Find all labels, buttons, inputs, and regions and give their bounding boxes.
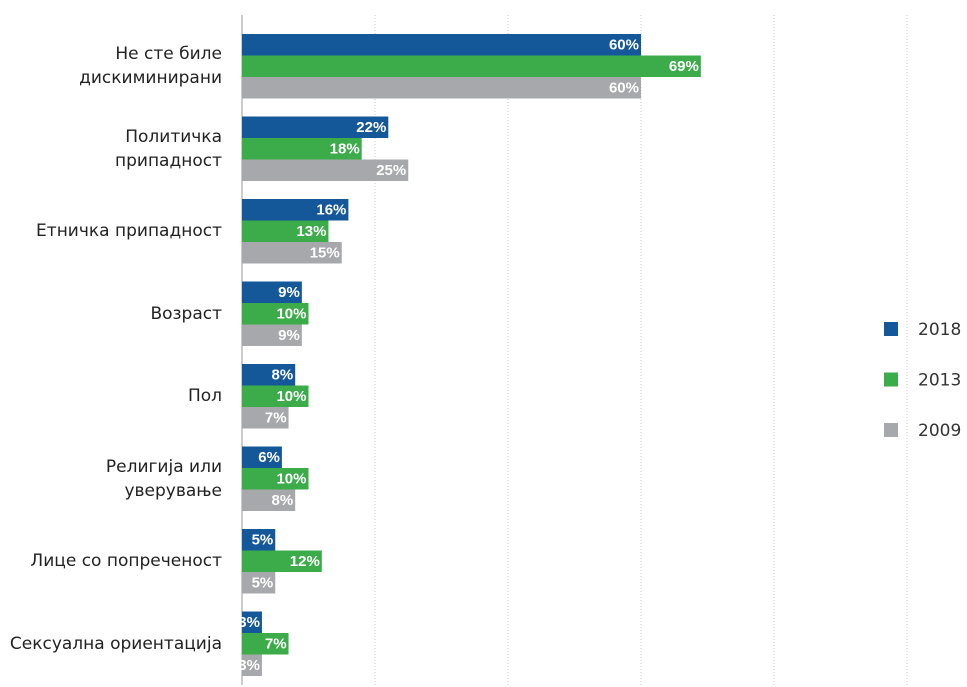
value-label: 10% (276, 306, 306, 323)
value-label: 60% (609, 37, 639, 54)
legend-swatch (884, 372, 898, 387)
bar (242, 159, 409, 181)
bar (242, 364, 296, 386)
value-label: 12% (290, 553, 320, 570)
legend-label: 2009 (918, 421, 961, 441)
value-label: 18% (330, 141, 360, 158)
bar (242, 220, 329, 242)
value-label: 9% (278, 284, 300, 301)
value-label: 10% (276, 471, 306, 488)
category-label: Етничка припадност (36, 221, 222, 242)
bar (242, 34, 641, 56)
bar (242, 324, 302, 346)
bar (242, 242, 342, 264)
value-label: 7% (265, 410, 287, 427)
value-label: 5% (252, 575, 274, 592)
bar (242, 468, 309, 490)
bar (242, 199, 349, 221)
legend-swatch (884, 322, 898, 336)
category-label: Лице со попреченост (30, 551, 222, 572)
bar (242, 116, 389, 138)
bar (242, 303, 309, 325)
category-label: Не сте биле дискиминирани (79, 44, 222, 89)
value-label: 6% (258, 449, 280, 466)
value-label: 8% (272, 367, 294, 384)
category-label: Сексуална ориентација (9, 633, 222, 654)
value-label: 69% (669, 58, 699, 75)
bar (242, 611, 262, 633)
category-label: Политичка припадност (114, 126, 222, 171)
bar (242, 281, 302, 303)
bar (242, 446, 282, 468)
legend-swatch (884, 423, 898, 437)
bar (242, 77, 641, 99)
bar (242, 654, 262, 676)
value-label: 60% (609, 80, 639, 97)
legend-label: 2018 (918, 320, 961, 340)
value-label: 8% (272, 492, 294, 509)
bar (242, 572, 276, 594)
value-label: 13% (296, 223, 326, 240)
category-label: Пол (187, 386, 222, 407)
bar (242, 55, 701, 77)
category-label: Возраст (150, 303, 222, 324)
value-label: 10% (276, 388, 306, 405)
value-label: 9% (278, 327, 300, 344)
bar (242, 529, 276, 551)
value-label: 25% (376, 162, 406, 179)
value-label: 5% (252, 532, 274, 549)
bar (242, 407, 289, 429)
value-label: 7% (265, 636, 287, 653)
legend-label: 2013 (918, 371, 961, 391)
value-label: 16% (316, 202, 346, 219)
value-label: 3% (238, 614, 260, 631)
value-label: 3% (238, 657, 260, 674)
bar (242, 550, 322, 572)
value-label: 15% (310, 245, 340, 262)
value-label: 22% (356, 119, 386, 136)
bar (242, 138, 362, 160)
bar (242, 385, 309, 407)
category-label: Религија или уверување (105, 456, 222, 501)
bar (242, 633, 289, 655)
bar (242, 489, 296, 511)
